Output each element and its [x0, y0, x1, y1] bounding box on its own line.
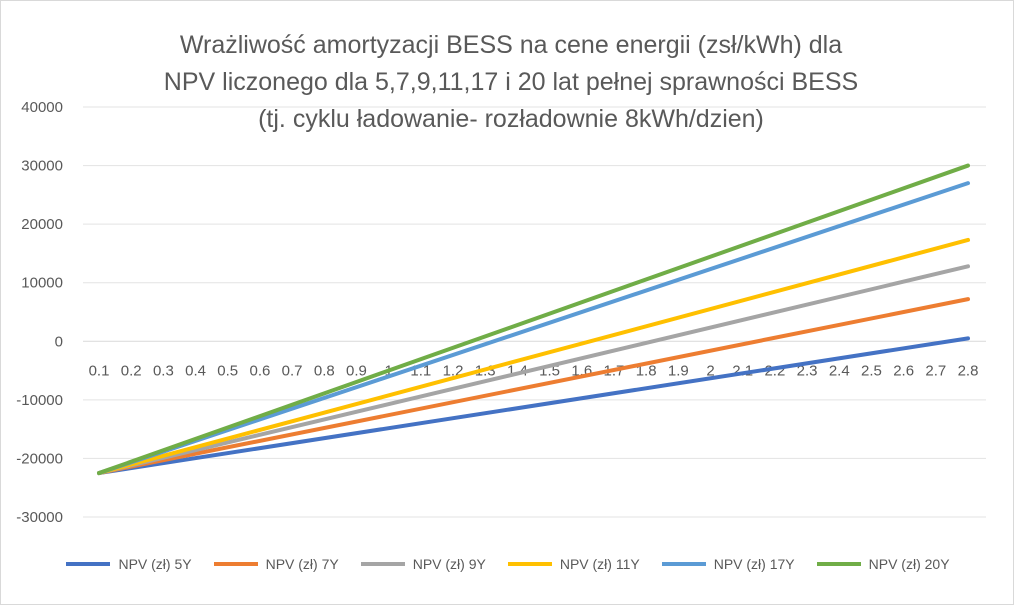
x-tick-label: 2.3: [797, 362, 818, 379]
y-tick-label: -10000: [16, 392, 63, 409]
chart-title: Wrażliwość amortyzacji BESS na cene ener…: [61, 27, 961, 138]
legend-label: NPV (zł) 11Y: [559, 556, 640, 572]
legend: NPV (zł) 5Y NPV (zł) 7Y NPV (zł) 9Y NPV (zł…: [1, 556, 1014, 572]
x-tick-label: 2: [706, 362, 714, 379]
x-tick-label: 0.1: [89, 362, 110, 379]
y-tick-label: 20000: [21, 216, 63, 233]
chart-title-line-2: NPV liczonego dla 5,7,9,11,17 i 20 lat p…: [163, 68, 859, 96]
x-tick-label: 1.9: [668, 362, 689, 379]
x-tick-label: 0.7: [282, 362, 303, 379]
legend-item: NPV (zł) 9Y: [360, 556, 486, 572]
legend-label: NPV (zł) 17Y: [713, 556, 795, 572]
series-line-0: [97, 336, 970, 476]
chart-title-line-1: Wrażliwość amortyzacji BESS na cene ener…: [179, 31, 843, 59]
x-tick-label: 2.6: [893, 362, 914, 379]
series-line-5: [97, 163, 970, 476]
legend-label: NPV (zł) 9Y: [412, 556, 486, 572]
legend-swatch: [661, 562, 706, 566]
legend-item: NPV (zł) 17Y: [661, 556, 795, 572]
x-tick-label: 2.8: [958, 362, 979, 379]
legend-label: NPV (zł) 20Y: [868, 556, 950, 572]
legend-swatch: [213, 562, 258, 566]
x-tick-label: 2.7: [925, 362, 946, 379]
x-tick-label: 0.8: [314, 362, 335, 379]
y-tick-label: 0: [55, 333, 63, 350]
legend-item: NPV (zł) 5Y: [66, 556, 192, 572]
legend-item: NPV (zł) 7Y: [213, 556, 339, 572]
y-tick-label: 40000: [21, 99, 63, 116]
x-tick-label: 0.4: [185, 362, 206, 379]
x-tick-label: 0.2: [121, 362, 142, 379]
series-line-3: [97, 237, 970, 476]
x-tick-label: 0.9: [346, 362, 367, 379]
y-tick-label: -20000: [16, 450, 63, 467]
legend-swatch: [816, 562, 861, 566]
legend-label: NPV (zł) 7Y: [265, 556, 339, 572]
legend-swatch: [66, 562, 111, 566]
chart-title-line-3: (tj. cyklu ładowanie- rozładownie 8kWh/d…: [258, 105, 764, 133]
legend-label: NPV (zł) 5Y: [118, 556, 192, 572]
legend-item: NPV (zł) 20Y: [816, 556, 950, 572]
legend-swatch: [507, 562, 552, 566]
x-tick-label: 2.4: [829, 362, 850, 379]
series-line-1: [97, 297, 970, 476]
x-tick-label: 0.3: [153, 362, 174, 379]
x-tick-label: 0.5: [217, 362, 238, 379]
x-tick-label: 2.5: [861, 362, 882, 379]
y-tick-label: 10000: [21, 275, 63, 292]
legend-item: NPV (zł) 11Y: [507, 556, 640, 572]
y-tick-label: 30000: [21, 158, 63, 175]
y-tick-label: -30000: [16, 509, 63, 526]
series-line-2: [97, 264, 970, 476]
series-line-4: [97, 181, 970, 476]
legend-swatch: [360, 562, 405, 566]
x-tick-label: 0.6: [249, 362, 270, 379]
